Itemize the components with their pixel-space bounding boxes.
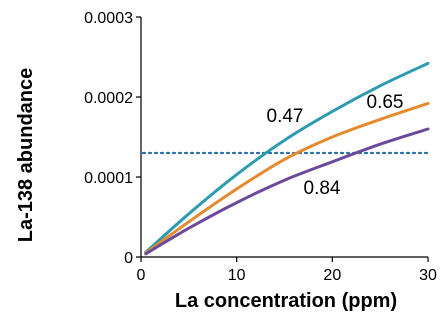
series-layer xyxy=(144,61,430,256)
x-axis-title: La concentration (ppm) xyxy=(175,290,397,312)
series-line-0-84 xyxy=(144,127,430,256)
y-tick-label: 0.0002 xyxy=(84,90,133,107)
y-tick-label: 0 xyxy=(124,250,133,267)
x-tick-label: 0 xyxy=(137,267,146,284)
y-tick-label: 0.0001 xyxy=(84,170,133,187)
curve-labels: 0.47 0.65 0.84 xyxy=(267,92,404,199)
y-tick-label: 0.0003 xyxy=(84,10,133,27)
x-tick-label: 30 xyxy=(419,267,437,284)
x-tick-label: 10 xyxy=(228,267,246,284)
series-line-0-65 xyxy=(144,101,430,255)
axes: 0 0.0001 0.0002 0.0003 0 10 20 30 xyxy=(84,10,437,284)
series-line-0-47 xyxy=(144,61,430,254)
y-axis-title: La-138 abundance xyxy=(15,68,37,243)
curve-label: 0.65 xyxy=(367,92,404,113)
x-tick-label: 20 xyxy=(323,267,341,284)
curve-label: 0.47 xyxy=(267,106,304,127)
curve-label: 0.84 xyxy=(304,178,341,199)
